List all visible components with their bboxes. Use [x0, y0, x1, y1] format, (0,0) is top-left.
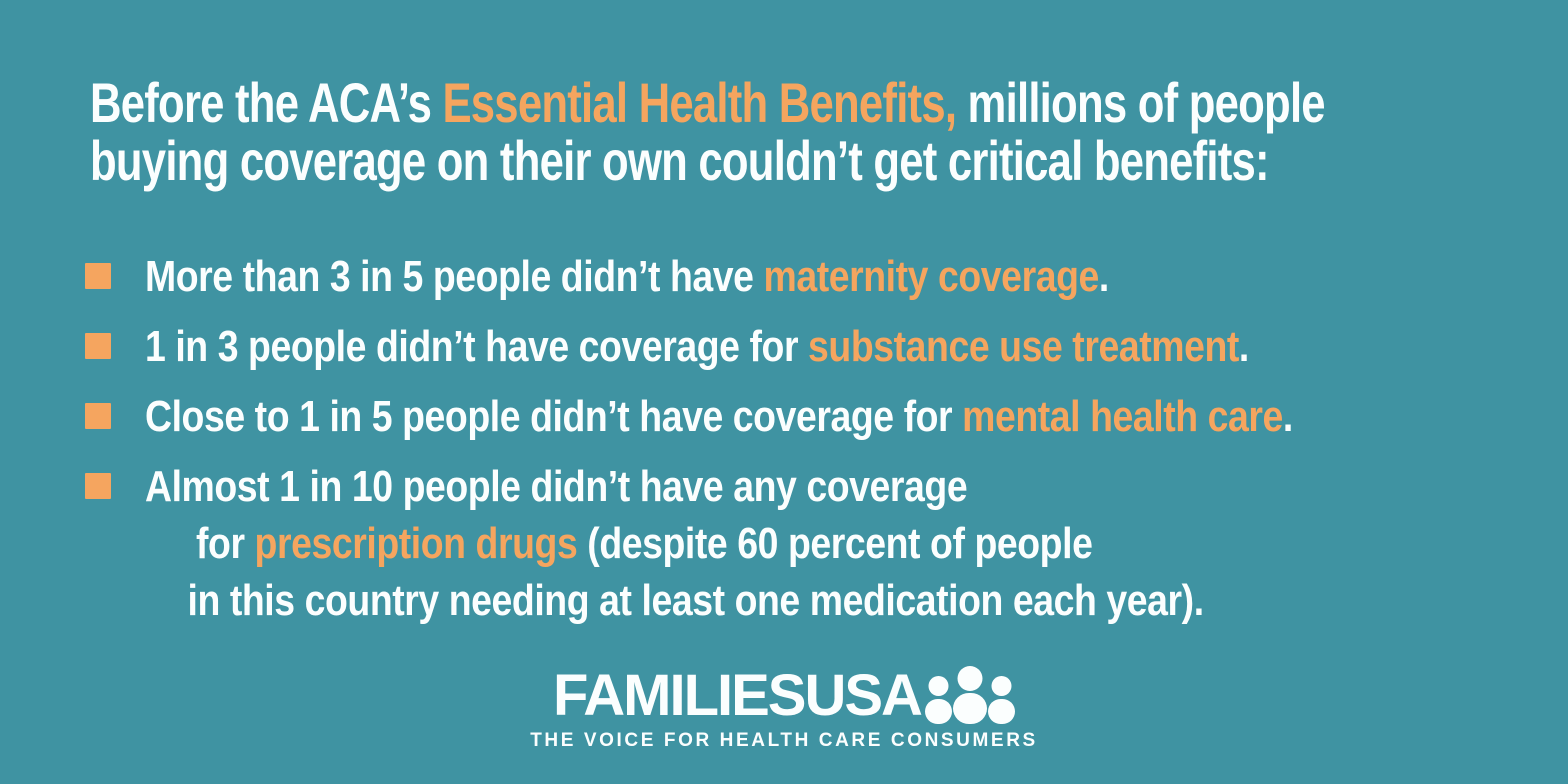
logo-tagline: THE VOICE FOR HEALTH CARE CONSUMERS	[530, 730, 1038, 751]
bullet-square-icon	[85, 403, 111, 429]
bullet-square-icon	[85, 333, 111, 359]
logo-row: FAMILIESUSA	[553, 666, 1015, 725]
headline: Before the ACA’s Essential Health Benefi…	[90, 74, 1568, 190]
bullet-text: 1 in 3 people didn’t have coverage for s…	[145, 318, 1249, 375]
bullet-text-white: .	[1282, 392, 1293, 441]
familiesusa-people-icon	[924, 666, 1015, 724]
bullet-text-white: for	[196, 519, 255, 568]
headline-text: buying coverage on their own couldn’t ge…	[90, 129, 1270, 192]
bullet-text: Close to 1 in 5 people didn’t have cover…	[145, 388, 1293, 445]
bullet-text: Almost 1 in 10 people didn’t have any co…	[145, 458, 1204, 629]
bullet-item-maternity: More than 3 in 5 people didn’t have mate…	[85, 248, 1495, 305]
bullet-text-white: (despite 60 percent of people	[577, 519, 1093, 568]
bullet-line-2: for prescription drugs (despite 60 perce…	[145, 515, 1204, 572]
bullet-item-mental-health: Close to 1 in 5 people didn’t have cover…	[85, 388, 1495, 445]
bullet-square-icon	[85, 263, 111, 289]
headline-line-2: buying coverage on their own couldn’t ge…	[90, 132, 1568, 190]
familiesusa-wordmark: FAMILIESUSA	[553, 663, 923, 728]
headline-line-1: Before the ACA’s Essential Health Benefi…	[90, 74, 1568, 132]
bullet-text-white: .	[1238, 322, 1249, 371]
bullet-text-highlight: mental health care	[962, 392, 1283, 441]
bullet-text-white: More than 3 in 5 people didn’t have	[145, 252, 764, 301]
bullet-line-1: Almost 1 in 10 people didn’t have any co…	[145, 462, 968, 511]
familiesusa-logo: FAMILIESUSA THE VOICE FOR HEALTH CARE CO…	[0, 666, 1568, 752]
bullet-text-white: 1 in 3 people didn’t have coverage for	[145, 322, 809, 371]
bullet-text-highlight: maternity coverage	[763, 252, 1100, 301]
bullet-text: More than 3 in 5 people didn’t have mate…	[145, 248, 1109, 305]
bullet-text-white: .	[1098, 252, 1109, 301]
headline-highlight: Essential Health Benefits,	[442, 71, 957, 134]
bullet-square-icon	[85, 473, 111, 499]
headline-text: millions of people	[956, 71, 1326, 134]
bullet-item-prescription-drugs: Almost 1 in 10 people didn’t have any co…	[85, 458, 1495, 629]
bullet-item-substance-use: 1 in 3 people didn’t have coverage for s…	[85, 318, 1495, 375]
headline-text: Before the ACA’s	[90, 71, 443, 134]
bullet-line-3: in this country needing at least one med…	[187, 576, 1205, 625]
bullet-list: More than 3 in 5 people didn’t have mate…	[85, 248, 1495, 642]
bullet-text-highlight: prescription drugs	[254, 519, 578, 568]
bullet-text-white: Close to 1 in 5 people didn’t have cover…	[145, 392, 963, 441]
bullet-text-highlight: substance use treatment	[808, 322, 1239, 371]
